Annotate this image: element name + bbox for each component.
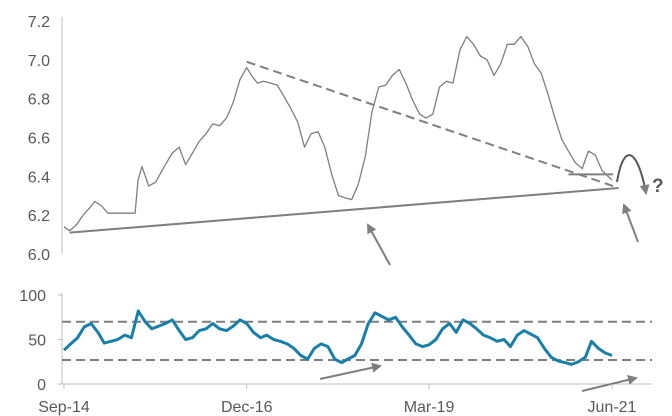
price-y-tick-label: 6.8 — [28, 92, 50, 109]
price-y-tick-label: 6.0 — [28, 247, 50, 264]
support-trendline — [69, 186, 619, 234]
x-tick-label: Dec-16 — [221, 399, 273, 416]
osc-y-tick-label: 50 — [28, 333, 46, 350]
resistance-trendline — [246, 60, 614, 187]
x-tick-label: Sep-14 — [38, 399, 90, 416]
support-arrow — [622, 203, 639, 243]
price-panel: 6.0 6.2 6.4 6.6 6.8 7.0 7.2? — [28, 14, 664, 266]
price-series-line — [63, 35, 613, 232]
x-tick-label: Jun-21 — [588, 399, 637, 416]
price-y-tick-label: 6.2 — [28, 208, 50, 225]
oscillator-arrow — [581, 375, 638, 392]
osc-y-tick-label: 100 — [19, 288, 46, 305]
x-tick-label: Mar-19 — [404, 399, 455, 416]
osc-y-tick-label: 0 — [37, 377, 46, 394]
price-y-tick-label: 6.6 — [28, 131, 50, 148]
price-y-tick-label: 7.0 — [28, 53, 50, 70]
breakdown-curved-arrow — [616, 154, 650, 195]
oscillator-arrow — [319, 362, 382, 380]
price-y-tick-label: 7.2 — [28, 14, 50, 31]
question-mark-label: ? — [652, 176, 664, 197]
oscillator-panel: 0 50 100 Sep-14 Dec-16 Mar-19 Jun-21 — [19, 288, 652, 416]
support-arrow — [367, 223, 391, 266]
price-y-tick-label: 6.4 — [28, 169, 50, 186]
oscillator-series-line — [62, 309, 613, 366]
